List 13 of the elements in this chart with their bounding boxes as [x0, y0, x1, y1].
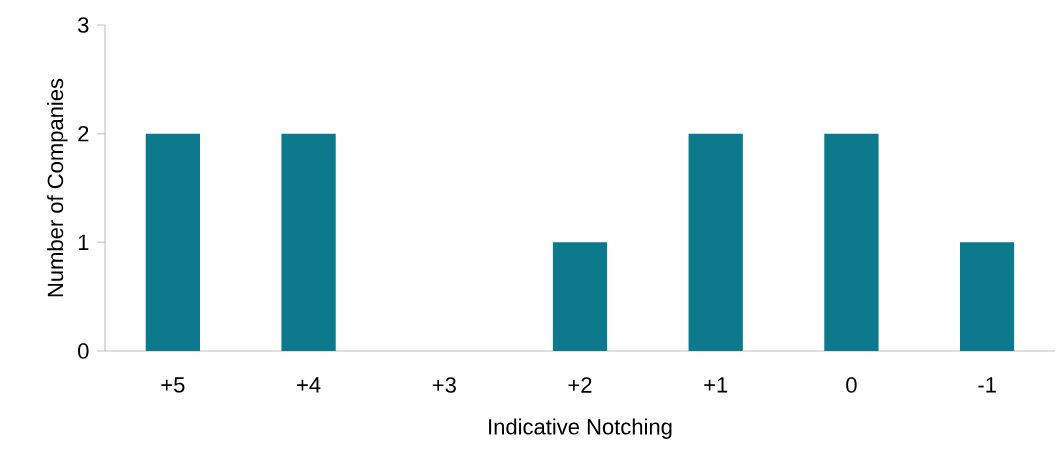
x-tick-label: +4	[297, 377, 321, 393]
y-tick-label: 2	[78, 125, 89, 142]
y-tick-label: 1	[78, 234, 89, 250]
y-axis-title: Number of Companies	[47, 78, 68, 297]
x-tick-label: 0	[846, 377, 857, 393]
x-tick-label: +3	[432, 377, 456, 393]
y-tick-label: 3	[78, 17, 89, 33]
x-tick-label: +1	[704, 377, 728, 393]
y-tick-label: 0	[78, 343, 89, 359]
x-tick-label: +5	[161, 377, 185, 393]
x-tick-label: -1	[978, 377, 996, 393]
x-axis-title: Indicative Notching	[489, 418, 672, 439]
x-tick-label: +2	[568, 377, 592, 393]
